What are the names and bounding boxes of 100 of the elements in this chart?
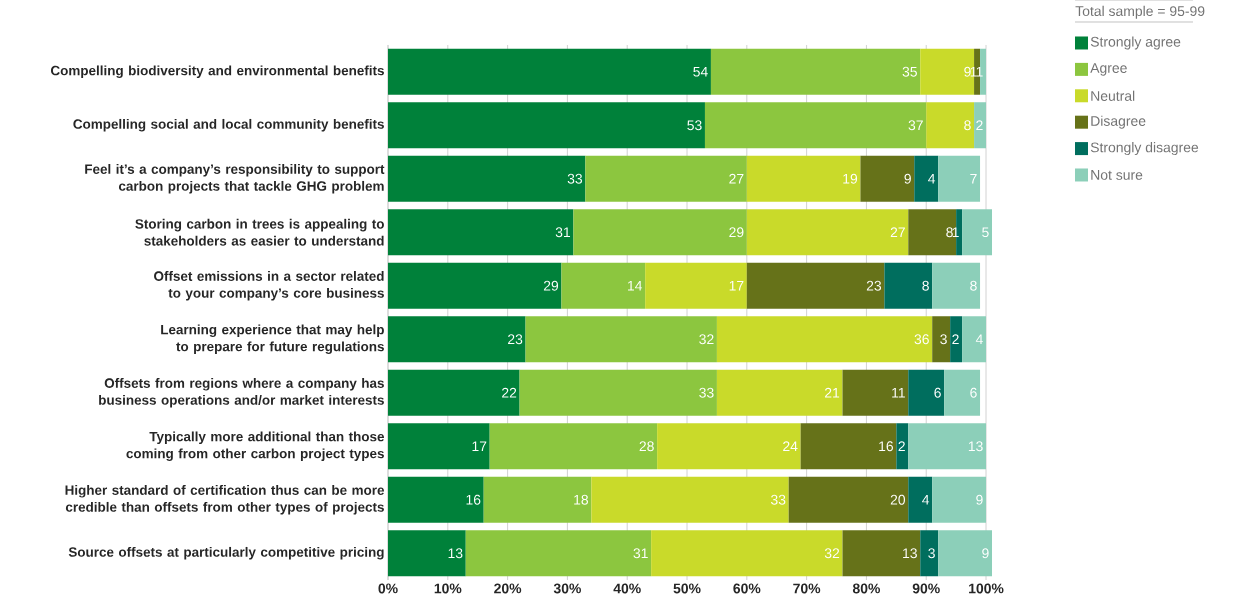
- y-tick-label: Offsets from regions where a company has business operations and/or market interests: [99, 378, 384, 408]
- data-label: 23: [866, 280, 882, 291]
- bar: [932, 316, 951, 363]
- bar: [950, 316, 963, 363]
- data-label: 27: [890, 227, 905, 238]
- bar: [561, 262, 646, 309]
- y-tick-label: Offset emissions in a sector related to your company’s core business: [154, 271, 384, 301]
- data-label: 35: [902, 66, 917, 77]
- data-label: 2: [976, 120, 983, 131]
- data-label: 3: [940, 334, 947, 345]
- data-label: 2: [898, 441, 905, 452]
- y-tick-label: Typically more additional than those coming from other carbon project types: [126, 431, 385, 461]
- legend-label: Not sure: [1091, 170, 1143, 180]
- y-tick-label: Storing carbon in trees is appealing to stakeholders as easier to understand: [135, 218, 384, 246]
- x-tick-label: 100%: [969, 583, 1004, 594]
- data-label: 53: [687, 120, 702, 131]
- bar: [388, 102, 705, 149]
- data-label: 33: [699, 387, 714, 398]
- x-tick-label: 40%: [613, 583, 641, 594]
- bar: [710, 48, 921, 95]
- x-tick-label: 30%: [553, 583, 581, 594]
- bar: [926, 102, 975, 149]
- bar: [525, 316, 717, 363]
- data-label: 9: [964, 66, 971, 77]
- data-label: 4: [922, 494, 930, 505]
- bar: [896, 423, 909, 470]
- data-label: 14: [628, 280, 643, 291]
- data-label: 9: [904, 173, 911, 184]
- data-label: 20: [890, 494, 906, 505]
- bar: [962, 209, 993, 256]
- data-label: 5: [982, 227, 989, 238]
- x-tick-label: 20%: [494, 583, 522, 594]
- bar: [800, 423, 897, 470]
- bar: [914, 155, 939, 202]
- y-tick-label: Feel it’s a company’s responsibility to support carbon projects that tackle GHG problem: [85, 164, 385, 194]
- bar: [746, 209, 909, 256]
- bar: [908, 209, 957, 256]
- x-tick-label: 60%: [733, 583, 761, 594]
- bar: [746, 262, 885, 309]
- bar: [908, 476, 933, 523]
- legend-label: Disagree: [1091, 115, 1146, 129]
- y-tick-label: Compelling social and local community benefits: [73, 118, 384, 132]
- legend-title: Total sample = 95-99: [1075, 5, 1205, 19]
- data-label: 4: [928, 173, 936, 184]
- data-label: 13: [968, 441, 983, 452]
- data-label: 4: [975, 334, 983, 345]
- bar: [962, 316, 987, 363]
- data-label: 1: [952, 227, 959, 238]
- bar: [465, 530, 652, 577]
- x-tick-label: 80%: [852, 583, 881, 594]
- bar: [932, 262, 981, 309]
- legend-label: Strongly agree: [1090, 36, 1181, 50]
- legend-label: Agree: [1090, 63, 1127, 76]
- data-label: 9: [976, 494, 983, 505]
- bar: [388, 423, 490, 470]
- bar: [388, 48, 711, 95]
- data-label: 3: [928, 548, 935, 559]
- x-tick-label: 10%: [434, 583, 462, 594]
- data-label: 16: [466, 494, 481, 505]
- data-label: 24: [783, 441, 798, 452]
- data-label: 16: [879, 441, 894, 452]
- data-label: 36: [914, 334, 929, 345]
- x-tick-label: 90%: [912, 583, 940, 594]
- data-label: 31: [633, 548, 648, 559]
- bar: [657, 423, 801, 470]
- legend-label: Neutral: [1091, 90, 1135, 101]
- bar: [944, 369, 981, 416]
- data-label: 22: [502, 387, 517, 398]
- data-label: 37: [908, 120, 923, 131]
- data-label: 29: [729, 227, 744, 238]
- bar: [388, 209, 574, 256]
- data-label: 23: [508, 334, 523, 345]
- bar: [519, 369, 717, 416]
- data-label: 31: [555, 227, 571, 238]
- data-label: 33: [567, 173, 583, 184]
- data-label: 33: [771, 494, 786, 505]
- data-label: 28: [639, 441, 654, 452]
- data-label: 11: [892, 387, 905, 398]
- bar: [704, 102, 927, 149]
- bar: [920, 530, 939, 577]
- y-tick-label: Compelling biodiversity and environmental benefits: [50, 65, 384, 79]
- x-tick-label: 0%: [378, 583, 398, 594]
- bar: [974, 102, 987, 149]
- data-label: 1: [970, 66, 977, 77]
- data-label: 17: [729, 280, 744, 291]
- bar: [388, 316, 526, 363]
- bar: [388, 262, 562, 309]
- bar: [716, 369, 843, 416]
- bar: [388, 155, 586, 202]
- data-label: 8: [964, 120, 971, 131]
- data-label: 27: [729, 173, 744, 184]
- data-label: 18: [574, 494, 589, 505]
- x-tick-label: 70%: [793, 583, 821, 594]
- bar: [860, 155, 915, 202]
- bar: [932, 476, 987, 523]
- legend-label: Strongly disagree: [1090, 142, 1199, 156]
- x-tick-label: 50%: [673, 583, 701, 594]
- data-label: 32: [824, 548, 840, 559]
- bar: [842, 369, 909, 416]
- data-label: 13: [448, 548, 463, 559]
